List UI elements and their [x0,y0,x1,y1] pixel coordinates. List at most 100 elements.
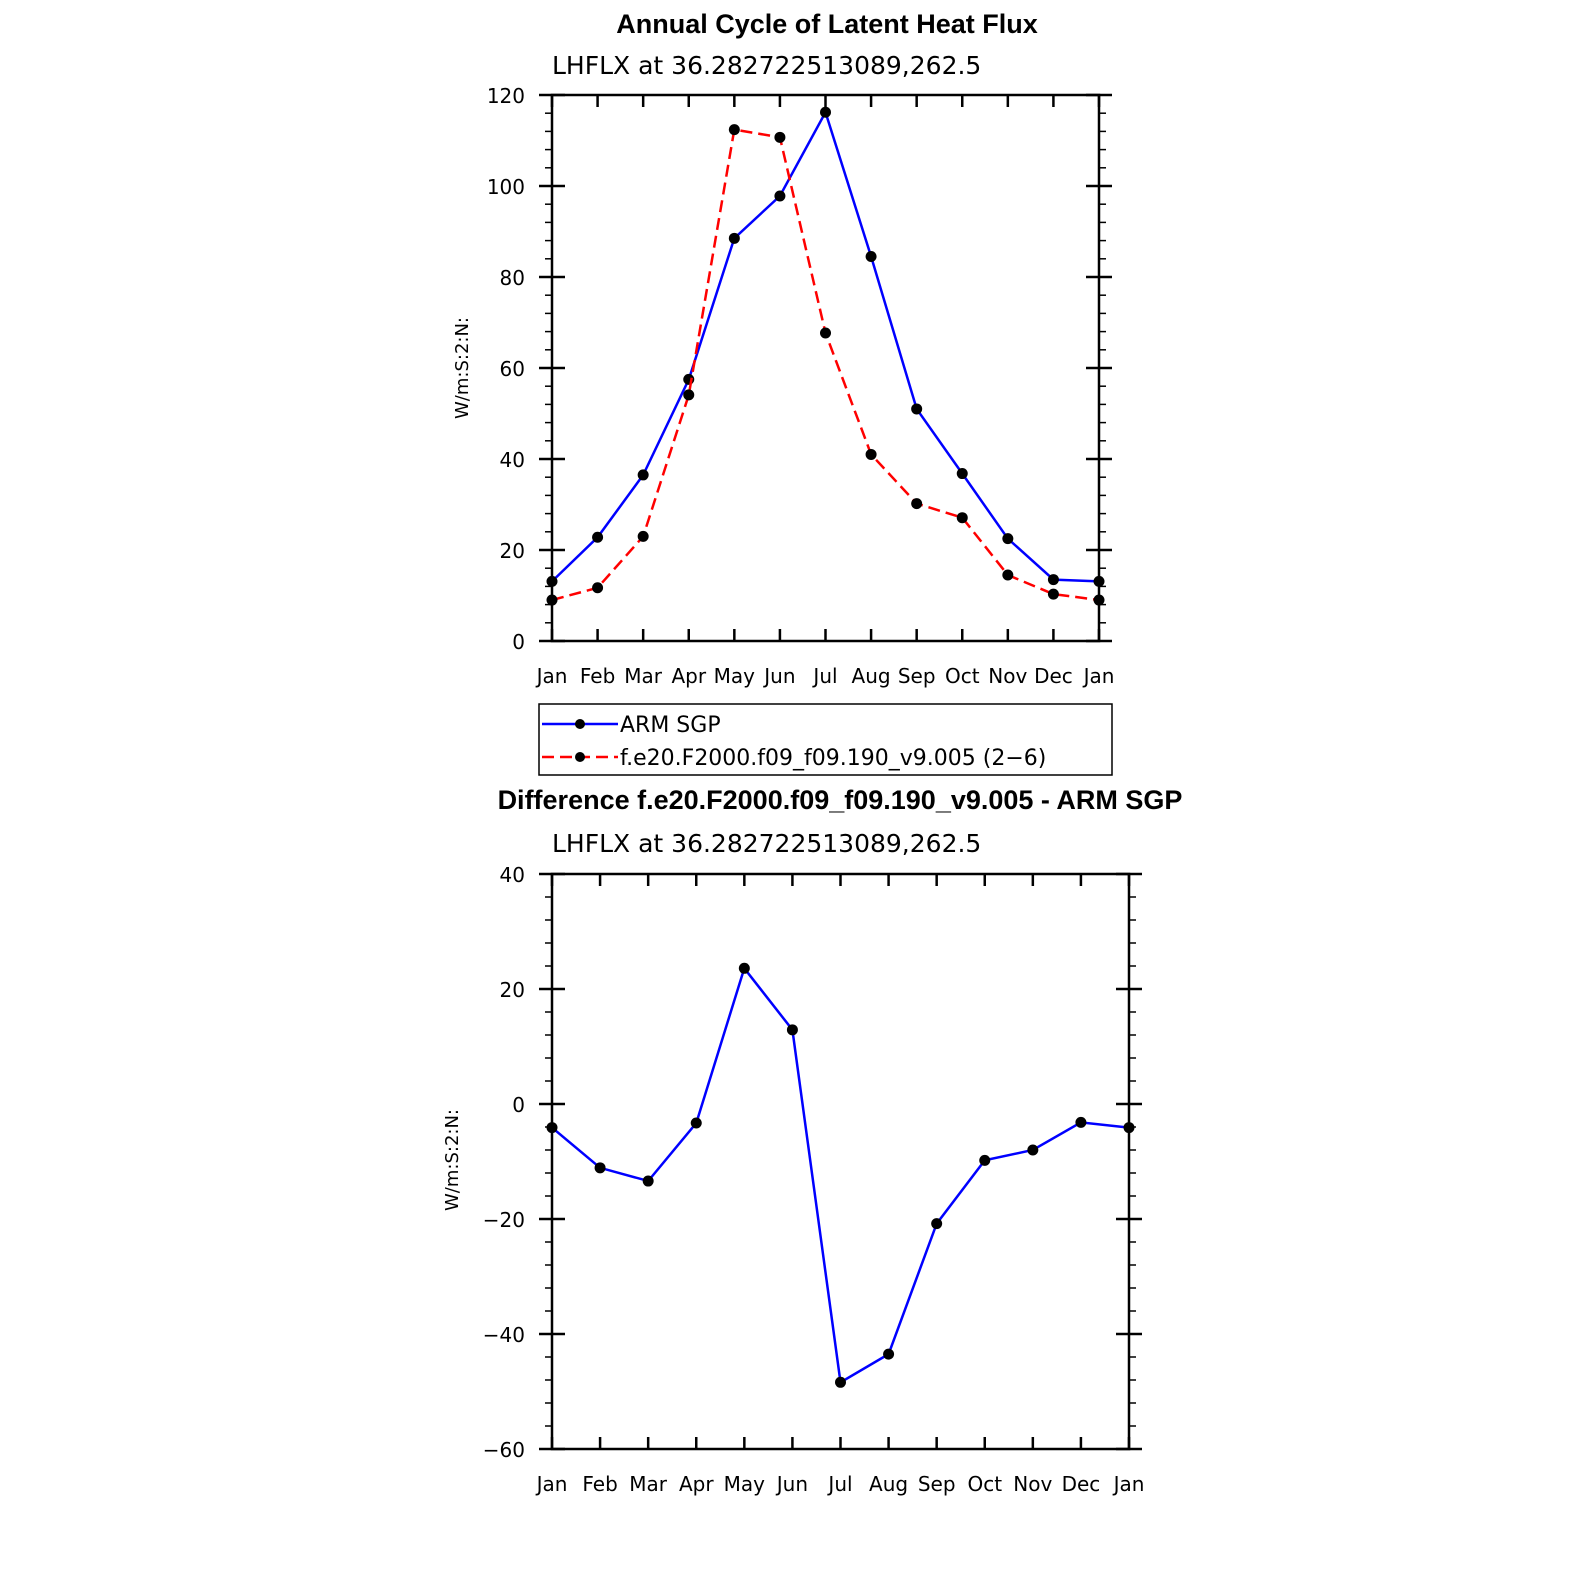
panel1-xtick-label: Sep [898,664,936,688]
panel2-series-0-point [1123,1122,1135,1134]
panel2-series-layer [546,962,1135,1388]
panel1-xtick-label: Nov [988,664,1027,688]
panel2-ytick-label: 0 [512,1093,525,1117]
panel2-ytick-label: 20 [500,978,525,1002]
panel1-xtick-label: Jan [535,664,568,688]
panel1-ytick-label: 60 [500,357,525,381]
panel2-series-0-point [738,962,750,974]
panel2-series-0-point [594,1162,606,1174]
panel2-series-line-0 [551,965,1130,1385]
panel2-xtick-label: May [724,1472,766,1496]
panel2-series-0-point [931,1218,943,1230]
panel2-xtick-label: Jan [535,1472,568,1496]
panel2-axes: Jan Feb Mar Apr May Jun Jul Aug Sep Oct Nov Dec Jan−… [483,863,1145,1496]
panel1-xtick-label: Oct [945,664,980,688]
panel1-series-1-point [637,530,649,542]
panel1-series-1-point [820,327,831,339]
panel1-xtick-label: Apr [671,664,706,688]
panel1-subtitle: LHFLX at 36.282722513089,262.5 [552,51,981,80]
panel1-series-0-point [820,106,831,118]
panel1-series-0-point [637,469,649,481]
panel2-series-0-point [642,1175,654,1187]
panel2-series-0-point [1027,1144,1039,1156]
panel1-series-1-point [911,498,923,510]
panel1-series-0-point [774,190,786,202]
panel1-series-line-1 [551,128,1100,602]
panel1-series-1-point [956,512,968,524]
legend-box [538,703,1113,776]
panel2-ytick-label: −20 [483,1208,525,1232]
panel1-ytick-label: 120 [487,84,525,108]
panel1-xtick-label: Mar [624,664,663,688]
panel1-series-0-point [956,468,968,480]
panel2-xtick-label: Aug [869,1472,908,1496]
panel1-series-1-point [1047,588,1059,600]
panel1-axes: Jan Feb Mar Apr May Jun Jul Aug Sep Oct Nov Dec Jan 0… [487,84,1115,688]
panel1-series-0-point [1002,533,1014,545]
panel2-plot-frame [550,872,1131,1451]
panel2-xtick-label: Dec [1062,1472,1101,1496]
panel2-series-0-point [883,1348,895,1360]
panel1-xtick-label: Dec [1034,664,1073,688]
legend-marker-model [575,752,585,762]
panel1-series-1-point [865,448,877,460]
panel2-title: Difference f.e20.F2000.f09_f09.190_v9.00… [498,785,1183,815]
panel2-xtick-label: Apr [679,1472,714,1496]
panel1-ytick-label: 100 [487,175,525,199]
panel2-series-0-point [1075,1116,1087,1128]
panel1-series-0-point [1093,575,1105,587]
panel1-series-line-0 [551,109,1100,583]
panel1-ytick-label: 80 [500,266,525,290]
panel2-subtitle: LHFLX at 36.282722513089,262.5 [552,829,981,858]
panel1-ytick-label: 40 [500,448,525,472]
panel1-xtick-label: Jul [811,664,837,688]
panel1-series-1-point [1002,569,1014,581]
panel2-series-0-point [786,1024,798,1036]
panel1-title: Annual Cycle of Latent Heat Flux [616,9,1038,39]
panel2-series-0-point [546,1122,558,1134]
panel1-ytick-label: 0 [512,630,525,654]
panel2-series-0-point [690,1117,702,1129]
panel1-xtick-label: Jun [762,664,795,688]
panel2-ytick-label: −40 [483,1323,525,1347]
panel-annual-cycle: Annual Cycle of Latent Heat Flux LHFLX a… [452,9,1115,776]
panel1-ylabel: W/m:S:2:N: [452,317,473,419]
legend-marker-arm [575,719,585,729]
panel1-xtick-label: Feb [580,664,615,688]
panel1-xtick-label: Aug [852,664,891,688]
panel1-legend: ARM SGP f.e20.F2000.f09_f09.190_v9.005 (… [538,703,1113,776]
panel2-ylabel: W/m:S:2:N: [442,1109,463,1211]
panel2-xtick-label: Jun [775,1472,808,1496]
panel1-ytick-label: 20 [500,539,525,563]
panel2-xtick-label: Feb [582,1472,617,1496]
panel1-series-1-point [728,124,740,136]
panel2-xtick-label: Sep [918,1472,956,1496]
panel2-xtick-label: Jan [1112,1472,1145,1496]
panel1-series-0-point [865,251,877,263]
panel1-series-0-point [911,403,923,415]
panel1-series-1-point [592,582,604,594]
legend-label-arm: ARM SGP [620,713,721,738]
panel2-ytick-label: 40 [500,863,525,887]
panel1-series-1-point [683,389,695,401]
panel1-series-0-point [592,531,604,543]
panel1-series-1-point [774,131,786,143]
panel1-series-1-point [546,594,558,606]
panel1-series-0-point [1047,574,1059,586]
panel1-xtick-label: May [714,664,756,688]
panel2-xtick-label: Mar [629,1472,668,1496]
panel1-series-0-point [728,232,740,244]
panel2-xtick-label: Jul [826,1472,852,1496]
panel1-series-0-point [546,575,558,587]
panel2-xtick-label: Nov [1013,1472,1052,1496]
panel2-series-0-point [835,1376,846,1388]
panel1-series-layer [546,106,1105,606]
panel-difference: Difference f.e20.F2000.f09_f09.190_v9.00… [442,785,1182,1496]
panel1-series-1-point [1093,594,1105,606]
panel2-xtick-label: Oct [967,1472,1002,1496]
panel2-series-0-point [979,1154,991,1166]
panel1-xtick-label: Jan [1082,664,1115,688]
panel1-plot-frame [550,93,1101,643]
panel2-ytick-label: −60 [483,1438,525,1462]
